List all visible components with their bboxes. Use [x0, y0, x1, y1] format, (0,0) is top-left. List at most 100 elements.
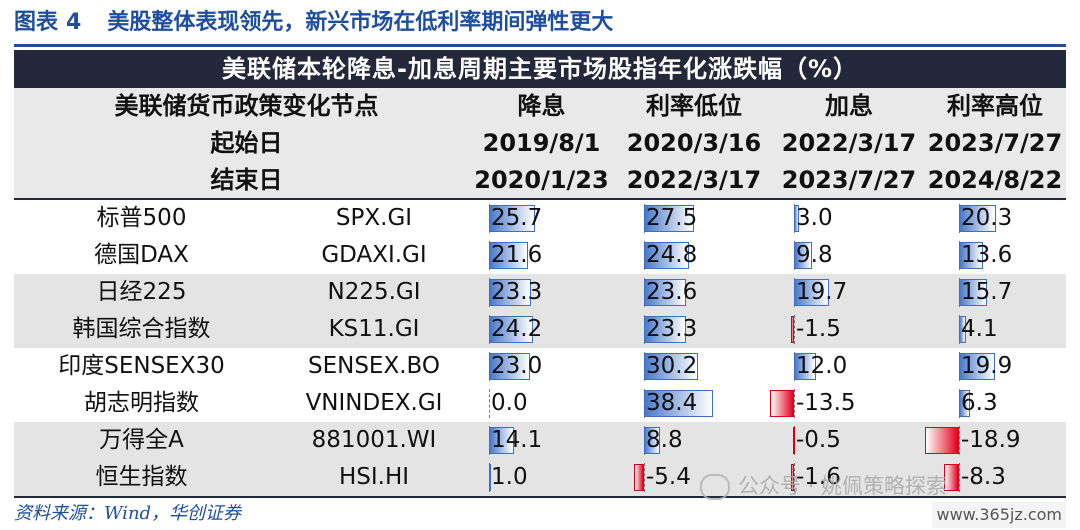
positive-bar: [644, 353, 699, 380]
value-label: 0.0: [491, 390, 528, 416]
value-label: 4.1: [961, 316, 998, 342]
positive-bar: [644, 427, 660, 454]
value-label: 38.4: [646, 390, 698, 416]
value-label: 23.3: [646, 316, 698, 342]
zero-axis: [959, 463, 961, 492]
value-cell: -1.6: [791, 463, 914, 492]
positive-bar: [959, 242, 984, 269]
positive-bar: [959, 353, 995, 380]
value-cell: 8.8: [644, 426, 764, 455]
value-cell: 20.3: [959, 204, 1079, 233]
header-start-1: 2019/8/1: [482, 129, 601, 157]
value-cell: 30.2: [644, 352, 764, 381]
table-header: 美联储货币政策变化节点 起始日 结束日 降息 2019/8/1 2020/1/2…: [14, 88, 1066, 198]
value-label: -1.5: [796, 316, 841, 342]
header-row-label-phase: 美联储货币政策变化节点: [114, 92, 379, 120]
negative-bar: [793, 427, 796, 454]
positive-bar: [959, 390, 971, 417]
value-cell: 24.8: [644, 241, 764, 270]
value-label: 19.9: [961, 353, 1013, 379]
header-end-4: 2024/8/22: [927, 166, 1063, 194]
negative-bar: [924, 427, 959, 454]
header-start-3: 2022/3/17: [781, 129, 917, 157]
value-cell: 0.0: [489, 389, 609, 418]
positive-bar: [794, 279, 830, 306]
value-cell: -8.3: [944, 463, 1079, 492]
value-label: -18.9: [961, 427, 1021, 453]
watermark: 公众号 · 姚佩策略探索: [700, 470, 947, 502]
value-label: 9.8: [796, 242, 833, 268]
table-row: 韩国综合指数 KS11.GI 24.2 23.3 -1.5 4.1: [14, 311, 1066, 348]
positive-bar: [489, 427, 515, 454]
negative-bar: [791, 464, 794, 491]
positive-bar: [959, 279, 988, 306]
data-table: 美联储本轮降息-加息周期主要市场股指年化涨跌幅（%） 美联储货币政策变化节点 起…: [14, 50, 1066, 496]
header-end-3: 2023/7/27: [781, 166, 917, 194]
value-label: 19.7: [796, 279, 848, 305]
header-end-2: 2022/3/17: [626, 166, 762, 194]
value-label: 8.8: [646, 427, 683, 453]
value-label: 1.0: [491, 464, 528, 490]
zero-axis: [794, 315, 796, 344]
header-start-2: 2020/3/16: [626, 129, 762, 157]
positive-bar: [959, 316, 967, 343]
value-label: 14.1: [491, 427, 543, 453]
figure-title-text: 美股整体表现领先，新兴市场在低利率期间弹性更大: [107, 10, 614, 35]
zero-axis: [794, 389, 796, 418]
positive-bar: [489, 279, 531, 306]
positive-bar: [644, 390, 714, 417]
value-cell: 23.3: [489, 278, 609, 307]
figure-number: 4: [66, 10, 82, 35]
header-rule: [14, 198, 1066, 200]
positive-bar: [794, 353, 816, 380]
header-end-1: 2020/1/23: [474, 166, 609, 194]
value-label: 23.6: [646, 279, 698, 305]
value-label: -5.4: [646, 464, 691, 490]
index-name: 标普500: [96, 205, 187, 231]
positive-bar: [644, 279, 687, 306]
value-cell: 23.0: [489, 352, 609, 381]
index-code: VNINDEX.GI: [305, 390, 443, 416]
positive-bar: [644, 242, 689, 269]
value-cell: 23.3: [644, 315, 764, 344]
value-cell: 19.7: [794, 278, 914, 307]
positive-bar: [794, 205, 800, 232]
figure-label: 图表: [14, 10, 59, 35]
positive-bar: [794, 242, 812, 269]
header-phase-3: 加息: [825, 92, 873, 120]
negative-bar: [634, 464, 644, 491]
value-cell: 19.9: [959, 352, 1079, 381]
value-label: 21.6: [491, 242, 543, 268]
index-name: 胡志明指数: [84, 390, 199, 416]
index-code: N225.GI: [327, 279, 421, 305]
index-code: 881001.WI: [311, 427, 437, 453]
positive-bar: [489, 316, 533, 343]
value-cell: -18.9: [924, 426, 1079, 455]
watermark-text: 公众号 · 姚佩策略探索: [738, 474, 948, 498]
bottom-rule: [14, 496, 1066, 498]
value-cell: 21.6: [489, 241, 609, 270]
value-cell: 12.0: [794, 352, 914, 381]
value-cell: -13.5: [769, 389, 914, 418]
negative-bar: [791, 316, 794, 343]
value-cell: 14.1: [489, 426, 609, 455]
value-cell: 3.0: [794, 204, 914, 233]
header-phase-4: 利率高位: [947, 92, 1043, 120]
value-label: 12.0: [796, 353, 848, 379]
index-name: 印度SENSEX30: [58, 353, 225, 379]
index-code: GDAXI.GI: [321, 242, 427, 268]
wechat-icon: [700, 474, 730, 500]
figure-title: 图表 4 美股整体表现领先，新兴市场在低利率期间弹性更大: [14, 6, 613, 40]
zero-axis: [644, 463, 646, 492]
value-cell: 15.7: [959, 278, 1079, 307]
table-row: 胡志明指数 VNINDEX.GI 0.0 38.4 -13.5 6.3: [14, 385, 1066, 422]
value-label: -1.6: [796, 464, 841, 490]
index-name: 恒生指数: [95, 464, 188, 490]
table-banner: 美联储本轮降息-加息周期主要市场股指年化涨跌幅（%）: [14, 50, 1066, 88]
index-code: KS11.GI: [328, 316, 420, 342]
value-cell: 6.3: [959, 389, 1079, 418]
value-label: 24.2: [491, 316, 543, 342]
value-cell: 27.5: [644, 204, 764, 233]
value-label: 23.3: [491, 279, 543, 305]
zero-axis: [794, 463, 796, 492]
